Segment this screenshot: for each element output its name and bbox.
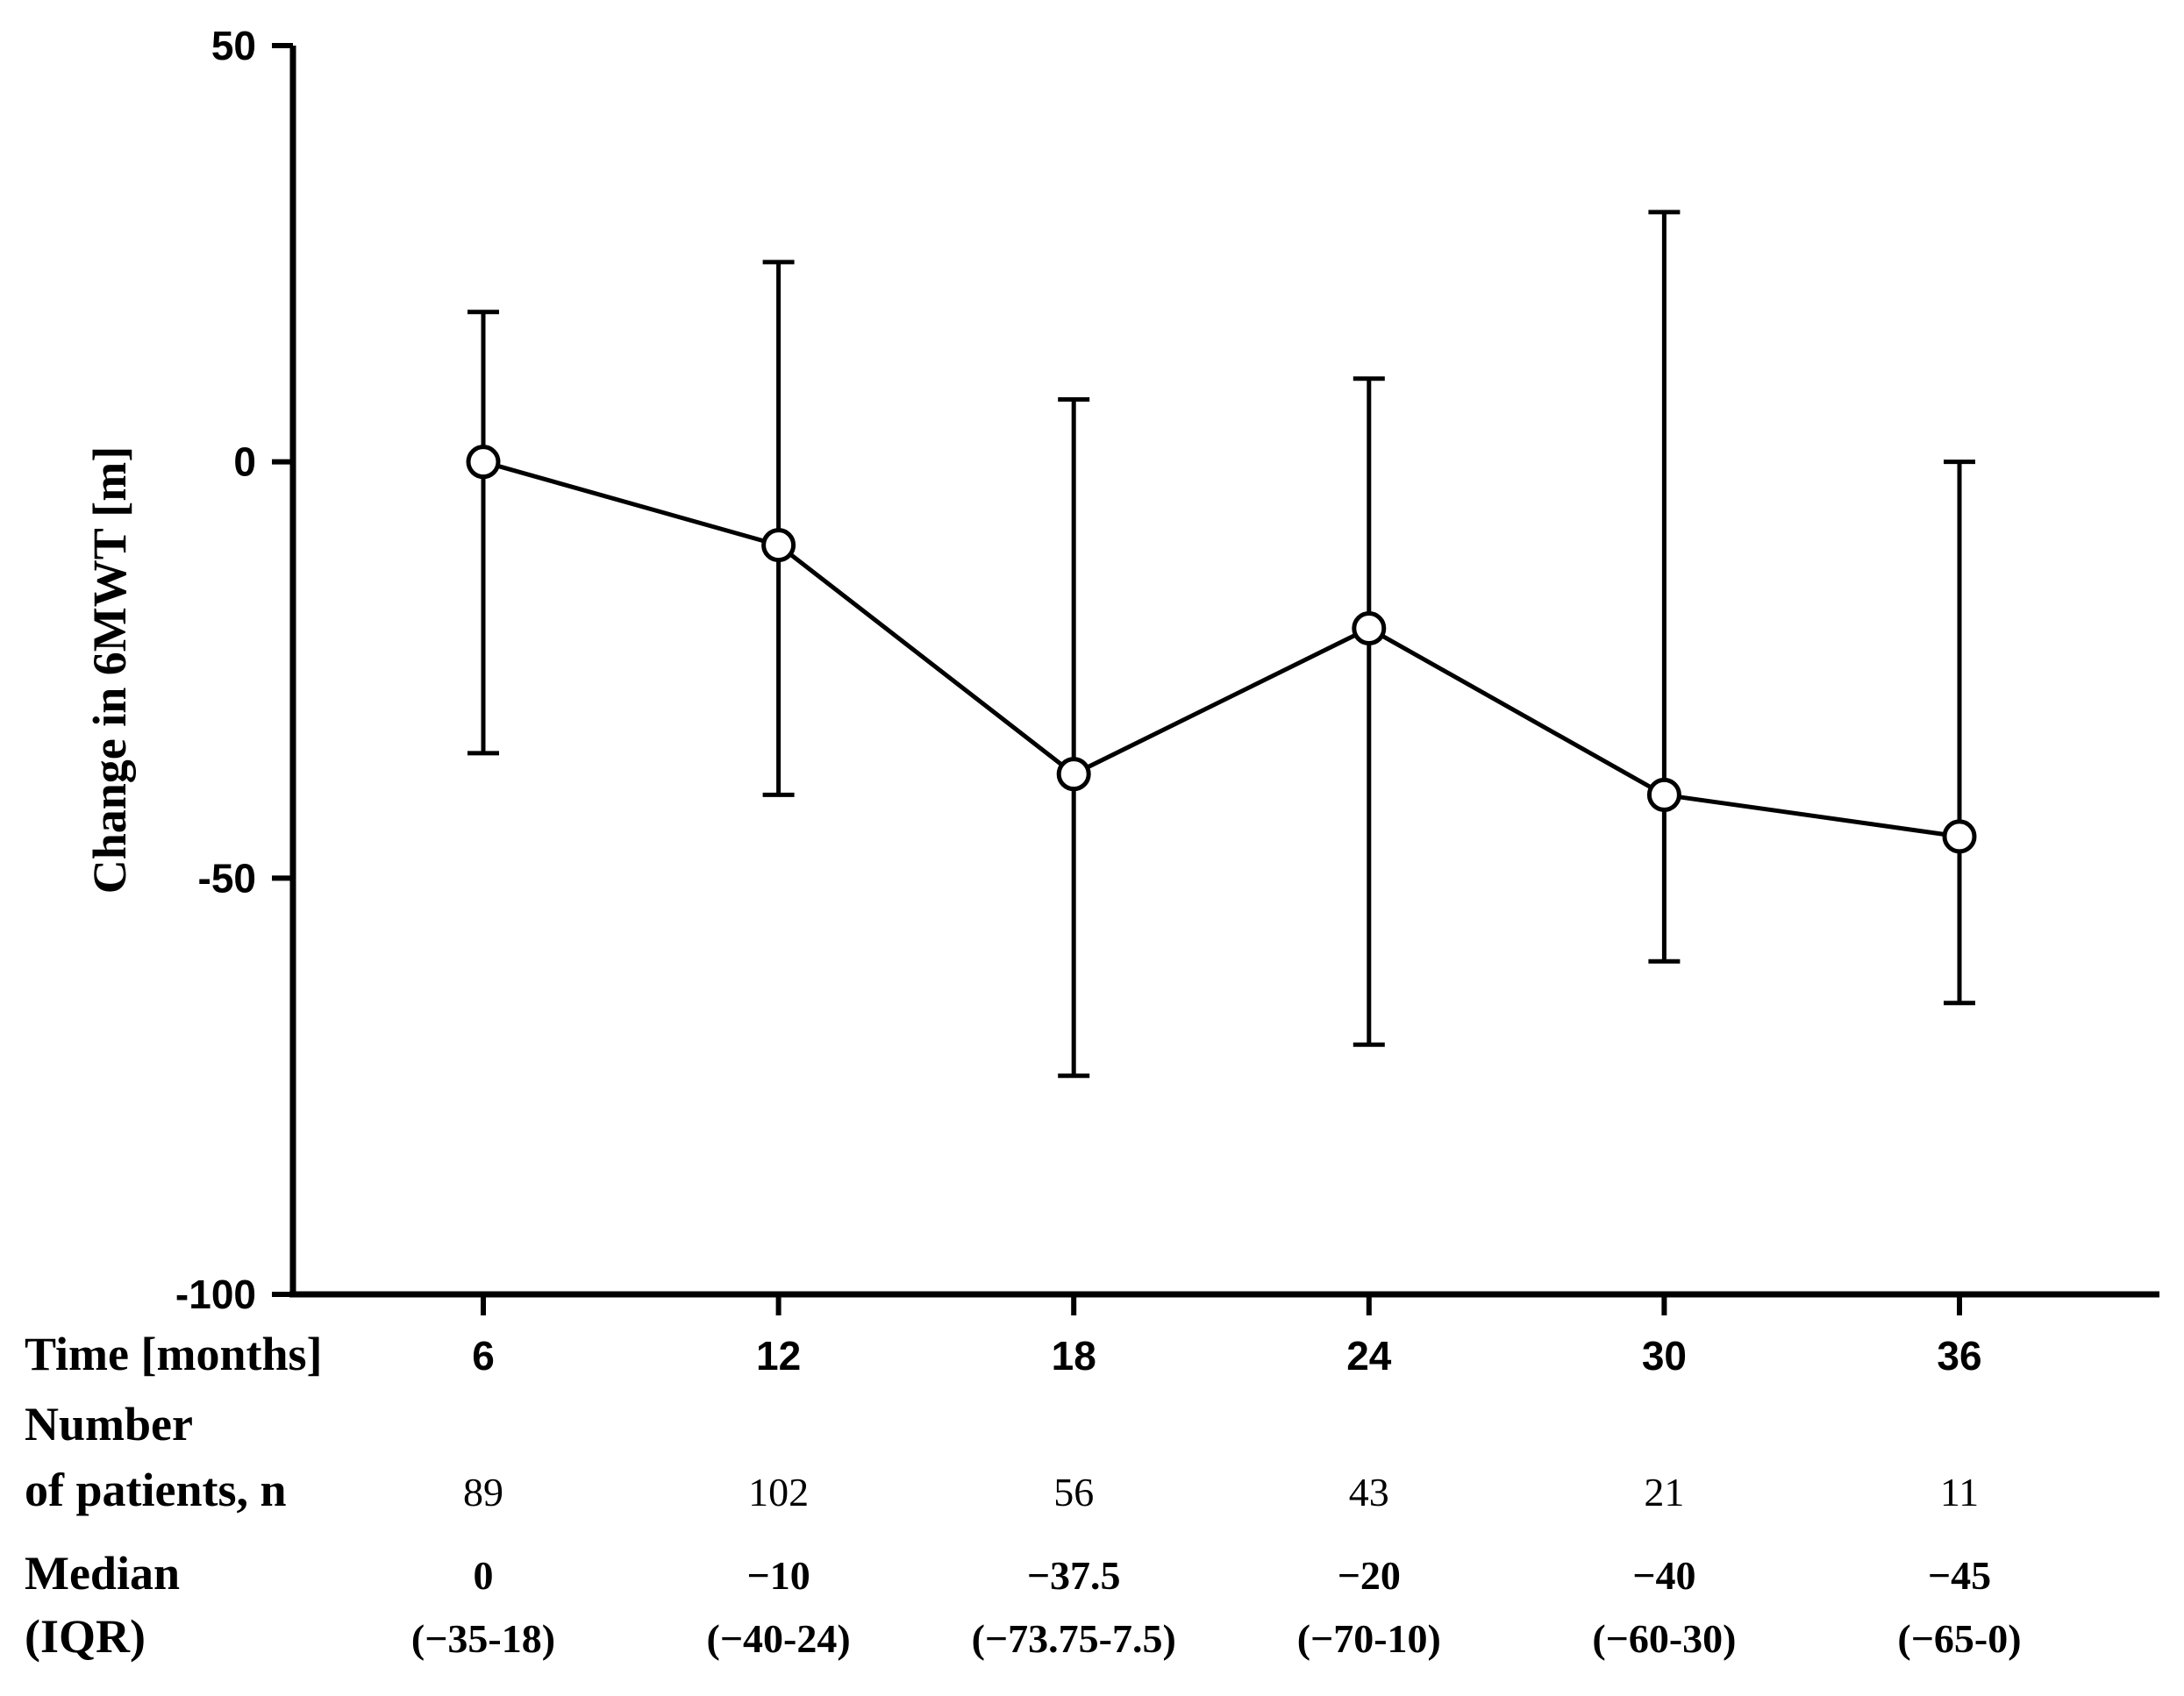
y-tick-label: 50 xyxy=(211,23,256,68)
y-axis-label: Change in 6MWT [m] xyxy=(83,446,136,894)
x-tick-label: 30 xyxy=(1642,1333,1687,1379)
iqr-value: (−70-10) xyxy=(1297,1616,1441,1661)
data-point xyxy=(1646,777,1681,812)
iqr-value: (−40-24) xyxy=(707,1616,851,1661)
x-axis-label: Time [months] xyxy=(25,1328,323,1380)
patients-count: 56 xyxy=(1053,1470,1094,1514)
data-point xyxy=(1352,611,1387,646)
y-ticks: 50 0 -50 -100 xyxy=(175,23,293,1317)
median-header-line2: (IQR) xyxy=(25,1610,146,1663)
x-tick-label: 6 xyxy=(472,1333,495,1379)
patients-count: 89 xyxy=(463,1470,503,1514)
median-value: −37.5 xyxy=(1027,1553,1121,1598)
data-point xyxy=(1942,819,1977,854)
patients-count: 11 xyxy=(1940,1470,1979,1514)
table-columns: 6 89 0 (−35-18) 12 102 −10 (−40-24) 18 56 −37.5 (−7… xyxy=(411,1294,2022,1661)
error-bars xyxy=(467,210,1975,1079)
y-tick-label: -100 xyxy=(175,1272,256,1317)
patients-header-line1: Number xyxy=(25,1398,193,1450)
patients-count: 43 xyxy=(1349,1470,1389,1514)
patients-count: 21 xyxy=(1644,1470,1684,1514)
x-tick-label: 18 xyxy=(1052,1333,1096,1379)
iqr-value: (−60-30) xyxy=(1592,1616,1736,1661)
y-tick-label: -50 xyxy=(198,855,256,901)
iqr-value: (−65-0) xyxy=(1897,1616,2021,1661)
x-tick-label: 12 xyxy=(756,1333,801,1379)
median-value: −20 xyxy=(1338,1553,1401,1598)
iqr-value: (−35-18) xyxy=(411,1616,555,1661)
series-line xyxy=(482,460,1960,839)
median-value: 0 xyxy=(474,1553,494,1598)
x-tick-label: 36 xyxy=(1937,1333,1981,1379)
median-value: −45 xyxy=(1928,1553,1991,1598)
x-tick-label: 24 xyxy=(1346,1333,1392,1379)
patients-count: 102 xyxy=(748,1470,809,1514)
median-value: −10 xyxy=(746,1553,810,1598)
patients-header-line2: of patients, n xyxy=(25,1464,287,1516)
data-point xyxy=(761,528,796,563)
median-header-line1: Median xyxy=(25,1547,180,1600)
data-point xyxy=(466,445,501,480)
y-tick-label: 0 xyxy=(233,439,256,485)
median-value: −40 xyxy=(1632,1553,1695,1598)
data-markers xyxy=(466,445,1977,854)
data-point xyxy=(1056,757,1091,792)
iqr-value: (−73.75-7.5) xyxy=(972,1616,1176,1661)
